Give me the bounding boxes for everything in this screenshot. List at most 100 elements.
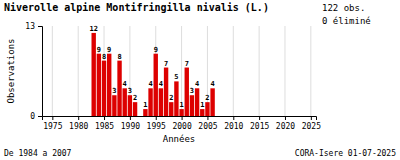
- data-label: 1: [179, 101, 183, 109]
- data-label: 2: [205, 94, 209, 102]
- bar: [164, 68, 168, 116]
- x-tick: 2020: [276, 116, 295, 131]
- data-label: 8: [117, 53, 121, 61]
- data-label: 1: [200, 101, 204, 109]
- bar: [154, 54, 158, 116]
- x-axis: 1975 1980 1985 1990 1995 2000 2005 2010 2015 2020…: [43, 116, 322, 131]
- x-tick: 2025: [302, 116, 321, 131]
- data-label: 4: [210, 80, 214, 88]
- x-tick-mark: [78, 116, 79, 120]
- bars: [92, 33, 215, 116]
- x-tick: 1990: [121, 116, 140, 131]
- x-tick: 1985: [95, 116, 114, 131]
- annotation: 0 éliminé: [322, 16, 371, 26]
- x-tick: 2010: [224, 116, 243, 131]
- bar: [174, 81, 178, 116]
- x-tick-mark: [182, 116, 183, 120]
- data-label: 9: [154, 46, 158, 54]
- x-tick: 1995: [147, 116, 166, 131]
- x-tick-mark: [285, 116, 286, 120]
- x-tick-mark: [130, 116, 131, 120]
- data-label: 8: [102, 53, 106, 61]
- x-tick-label: 2005: [198, 122, 217, 131]
- y-tick-mark: [38, 116, 42, 117]
- data-label: 1: [143, 101, 147, 109]
- bar: [143, 109, 147, 116]
- x-axis-title: Années: [163, 134, 196, 144]
- x-tick: 2005: [198, 116, 217, 131]
- bar: [190, 95, 194, 116]
- data-label: 2: [169, 94, 173, 102]
- data-labels: 129893843214947251734124: [89, 25, 214, 109]
- x-tick-mark: [207, 116, 208, 120]
- x-tick-label: 2015: [250, 122, 269, 131]
- title: Niverolle alpine Montifringilla nivalis …: [4, 2, 269, 13]
- data-label: 9: [97, 46, 101, 54]
- annotation: CORA-Isere 01-07-2025: [295, 149, 396, 158]
- bar: [169, 102, 173, 116]
- x-tick-label: 1975: [43, 122, 62, 131]
- bar: [107, 54, 111, 116]
- x-tick-mark: [233, 116, 234, 120]
- x-tick-mark: [259, 116, 260, 120]
- y-axis-line: [38, 27, 43, 117]
- bar: [148, 88, 152, 116]
- y-tick-label: 13: [25, 22, 35, 31]
- x-tick-label: 2010: [224, 122, 243, 131]
- data-label: 4: [195, 80, 199, 88]
- x-tick-label: 1995: [147, 122, 166, 131]
- data-label: 2: [133, 94, 137, 102]
- bar: [159, 88, 163, 116]
- data-label: 3: [112, 87, 116, 95]
- grid-line: [259, 26, 260, 116]
- chart: 1975198019851990199520002005201020152020…: [0, 0, 400, 160]
- grid-line: [310, 26, 311, 116]
- y-tick: 13: [25, 22, 42, 31]
- grid-line: [52, 26, 53, 116]
- data-label: 7: [185, 60, 189, 68]
- bar: [112, 95, 116, 116]
- x-axis-line: [43, 117, 317, 121]
- bar: [195, 88, 199, 116]
- grid-line: [284, 26, 285, 116]
- x-tick-mark: [311, 116, 312, 120]
- x-tick: 1980: [69, 116, 88, 131]
- bar: [128, 95, 132, 116]
- y-axis: 0 13: [25, 22, 42, 121]
- bar: [92, 33, 96, 116]
- x-tick: 2000: [172, 116, 191, 131]
- x-tick-label: 1985: [95, 122, 114, 131]
- x-tick-label: 2020: [276, 122, 295, 131]
- data-label: 4: [159, 80, 163, 88]
- annotation: 122 obs.: [322, 3, 365, 13]
- x-tick-mark: [104, 116, 105, 120]
- annotation: De 1984 a 2007: [4, 149, 72, 158]
- data-label: 3: [128, 87, 132, 95]
- bar: [200, 109, 204, 116]
- data-label: 7: [164, 60, 168, 68]
- grid-line: [78, 26, 79, 116]
- bar: [205, 102, 209, 116]
- data-label: 12: [89, 25, 97, 33]
- data-label: 4: [123, 80, 127, 88]
- data-label: 5: [174, 73, 178, 81]
- y-tick-mark: [38, 26, 42, 27]
- bar: [102, 61, 106, 116]
- y-tick-label: 0: [30, 112, 35, 121]
- x-tick-label: 1980: [69, 122, 88, 131]
- y-tick: 0: [30, 112, 42, 121]
- bar: [179, 109, 183, 116]
- bar: [117, 61, 121, 116]
- x-tick-mark: [156, 116, 157, 120]
- grid-line: [233, 26, 234, 116]
- data-label: 4: [148, 80, 152, 88]
- y-axis-title: Observations: [6, 38, 16, 103]
- x-tick-label: 2000: [172, 122, 191, 131]
- data-label: 3: [190, 87, 194, 95]
- x-tick: 1975: [43, 116, 62, 131]
- bar: [97, 54, 101, 116]
- bar: [185, 68, 189, 116]
- x-tick-mark: [52, 116, 53, 120]
- data-label: 9: [107, 46, 111, 54]
- bar: [123, 88, 127, 116]
